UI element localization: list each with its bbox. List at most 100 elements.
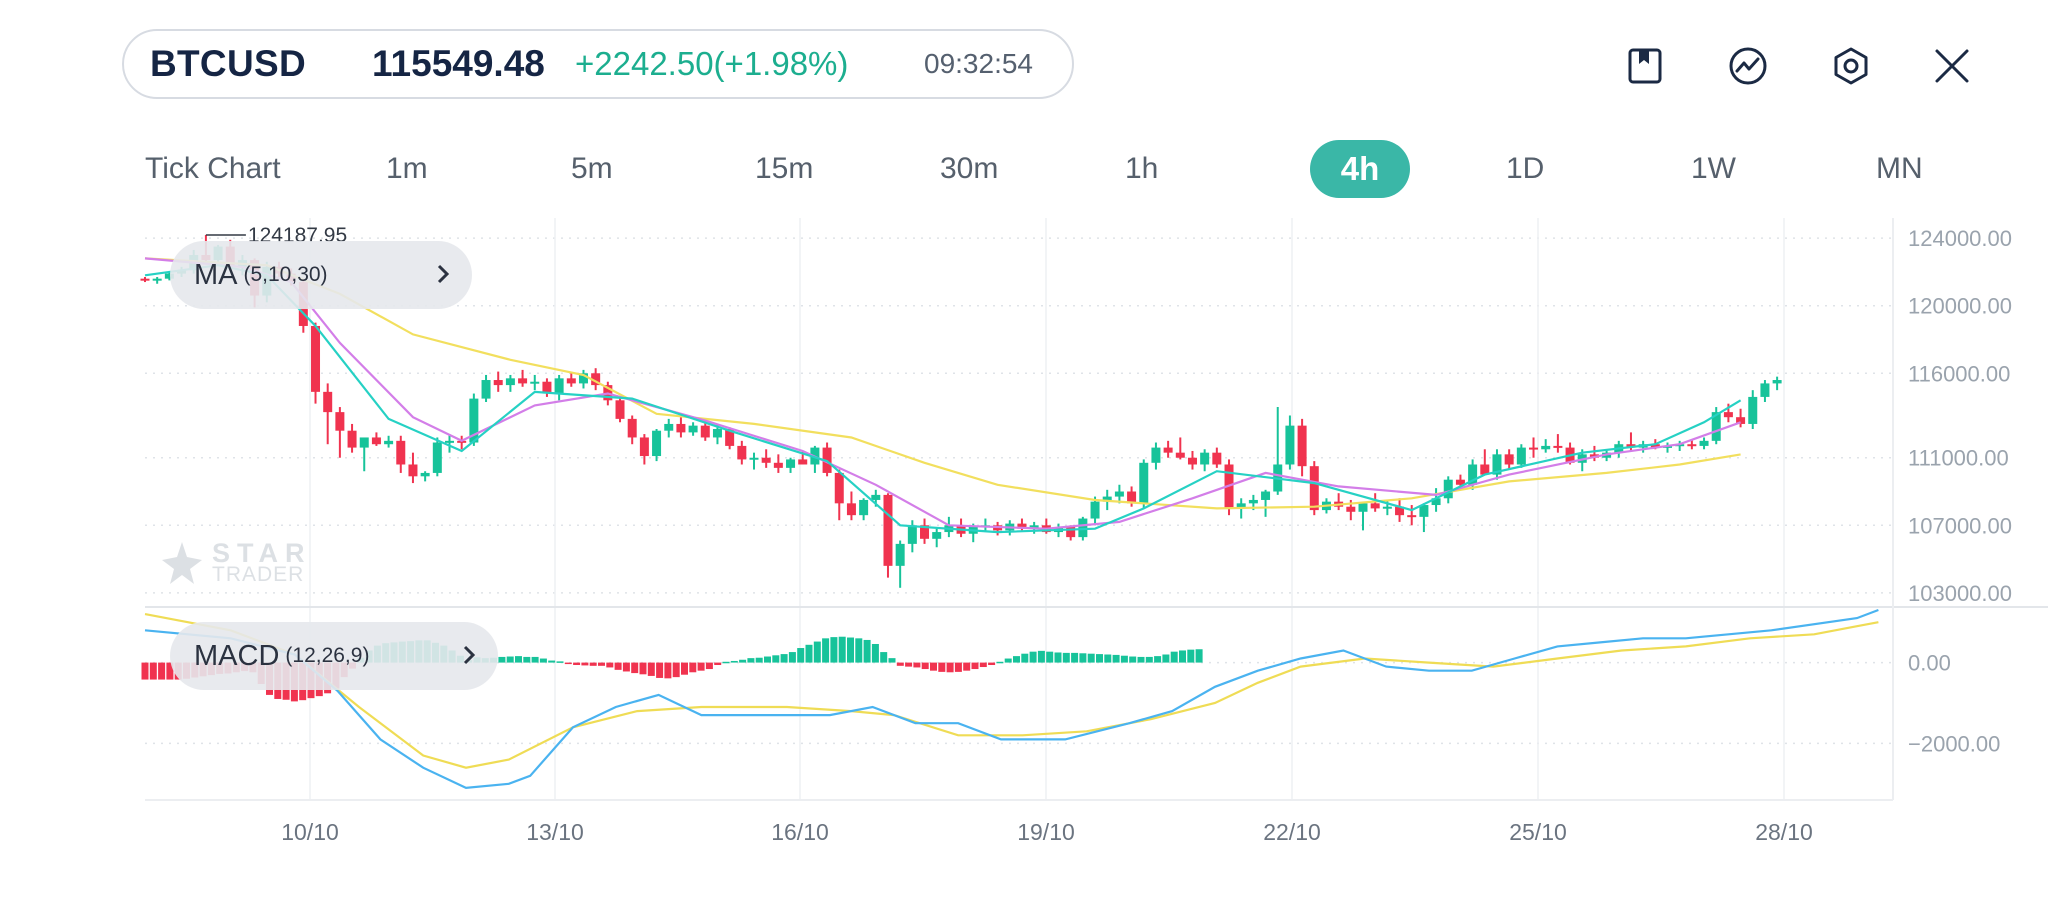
macd-hist-bar <box>622 662 630 672</box>
candle-body <box>1127 491 1137 504</box>
candle-body <box>846 503 856 516</box>
macd-hist-bar <box>1120 655 1128 663</box>
macd-hist-bar <box>946 662 954 673</box>
settings-icon[interactable] <box>1830 45 1872 87</box>
signal-line <box>144 613 1879 769</box>
macd-hist-bar <box>838 636 846 663</box>
macd-hist-bar <box>755 657 763 663</box>
candle-body <box>712 429 722 438</box>
candle-body <box>883 494 893 566</box>
candle-body <box>1285 425 1295 465</box>
macd-hist-bar <box>672 662 680 678</box>
candle-body <box>578 373 588 384</box>
candle-body <box>1151 447 1161 463</box>
candle-body <box>1163 447 1173 453</box>
candle-body <box>542 381 552 394</box>
candle-body <box>469 398 479 443</box>
tab-15m[interactable]: 15m <box>755 152 814 185</box>
tab-1m[interactable]: 1m <box>386 152 428 185</box>
tab-1h[interactable]: 1h <box>1125 152 1159 185</box>
candle-body <box>1175 452 1185 458</box>
candle-body <box>725 429 735 446</box>
ticker-bar: BTCUSD 115549.48 +2242.50(+1.98%) 09:32:… <box>122 29 1074 99</box>
candle-body <box>920 525 930 539</box>
candle-body <box>347 430 357 448</box>
price-change: +2242.50(+1.98%) <box>575 45 849 82</box>
macd-hist-bar <box>730 660 738 663</box>
current-price: 115549.48 <box>372 43 545 84</box>
date-axis-label: 10/10 <box>281 819 339 845</box>
macd-hist-bar <box>606 662 614 668</box>
macd-hist-bar <box>581 662 589 666</box>
macd-hist-bar <box>913 662 921 668</box>
candle-body <box>871 494 881 500</box>
macd-hist-bar <box>1170 651 1178 663</box>
macd-hist-bar <box>681 662 688 675</box>
macd-hist-bar <box>141 662 149 680</box>
ma-indicator-pill[interactable]: MA (5,10,30) <box>170 241 472 309</box>
tab-1d[interactable]: 1D <box>1506 152 1545 185</box>
candle-body <box>1492 454 1502 475</box>
ma30-line <box>144 257 1741 510</box>
candle-body <box>676 423 686 433</box>
macd-hist-bar <box>515 656 522 663</box>
tab-4h[interactable]: 4h <box>1310 140 1410 198</box>
date-axis-label: 16/10 <box>771 819 829 845</box>
macd-indicator-pill[interactable]: MACD (12,26,9) <box>170 622 498 690</box>
candle-body <box>1529 447 1539 450</box>
candle-body <box>773 462 783 468</box>
candle-body <box>1650 444 1660 448</box>
candle-body <box>1066 526 1076 538</box>
tab-30m[interactable]: 30m <box>940 152 999 185</box>
candle-body <box>1200 452 1210 465</box>
server-time: 09:32:54 <box>924 48 1033 79</box>
candle-body <box>1382 506 1392 509</box>
indicator-icon[interactable] <box>1727 45 1769 87</box>
macd-hist-bar <box>1087 653 1095 663</box>
price-axis-label: 107000.00 <box>1908 513 2012 538</box>
macd-hist-bar <box>954 662 962 672</box>
tab-1w[interactable]: 1W <box>1691 152 1736 185</box>
candle-body <box>1309 466 1319 511</box>
macd-hist-bar <box>556 661 564 663</box>
macd-hist-bar <box>539 658 547 663</box>
bookmark-icon[interactable] <box>1625 45 1667 87</box>
macd-hist-bar <box>996 661 1004 664</box>
candle-body <box>1212 452 1222 465</box>
close-icon[interactable] <box>1931 45 1973 87</box>
candle-body <box>1736 417 1746 424</box>
candle-body <box>1248 499 1258 504</box>
macd-hist-bar <box>656 662 664 678</box>
candle-body <box>140 278 150 281</box>
macd-hist-bar <box>705 662 713 670</box>
symbol-label[interactable]: BTCUSD <box>150 43 306 84</box>
macd-hist-bar <box>739 659 747 663</box>
candle-body <box>505 378 515 386</box>
macd-hist-bar <box>548 660 556 663</box>
chart-grid <box>145 218 1893 800</box>
tab-mn[interactable]: MN <box>1876 152 1923 185</box>
macd-hist-bar <box>971 662 979 670</box>
candle-body <box>1455 479 1465 485</box>
star-trader-watermark: STAR TRADER <box>160 538 320 588</box>
macd-hist-bar <box>1112 654 1120 663</box>
tab-5m[interactable]: 5m <box>571 152 613 185</box>
candle-body <box>761 457 771 463</box>
macd-hist-bar <box>631 662 639 674</box>
candle-body <box>1468 464 1478 485</box>
price-axis-label: 111000.00 <box>1908 446 2009 471</box>
macd-hist-bar <box>797 648 805 663</box>
macd-hist-bar <box>880 652 888 663</box>
macd-hist-bar <box>1154 656 1162 663</box>
ma-params: (5,10,30) <box>243 263 328 286</box>
macd-hist-bar <box>1013 656 1020 663</box>
macd-hist-bar <box>747 658 755 663</box>
macd-hist-bar <box>1179 650 1186 663</box>
candle-body <box>932 532 942 539</box>
macd-hist-bar <box>1046 651 1054 663</box>
candle-body <box>1626 444 1636 448</box>
macd-hist-bar <box>1137 656 1145 663</box>
tab-tick-chart[interactable]: Tick Chart <box>145 152 281 185</box>
candle-body <box>1102 496 1112 502</box>
